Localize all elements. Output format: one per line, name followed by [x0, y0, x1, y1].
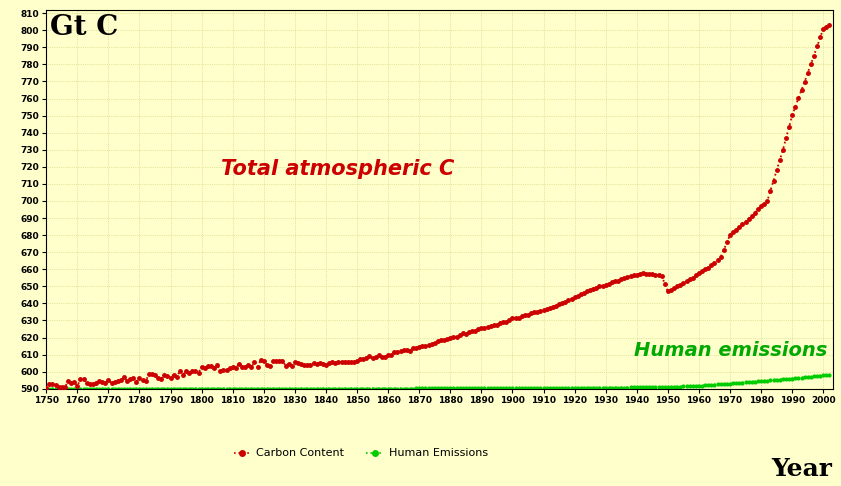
- Human Emissions: [467, 385, 477, 391]
- Text: Gt C: Gt C: [50, 14, 119, 40]
- Carbon Content: [346, 360, 356, 365]
- Carbon Content: [368, 355, 378, 361]
- Carbon Content: [159, 372, 169, 378]
- Human Emissions: [159, 386, 169, 392]
- Carbon Content: [470, 328, 480, 334]
- Human Emissions: [41, 386, 51, 392]
- Carbon Content: [467, 329, 477, 334]
- Legend: Carbon Content, Human Emissions: Carbon Content, Human Emissions: [230, 444, 492, 463]
- Carbon Content: [41, 385, 51, 391]
- Line: Human Emissions: Human Emissions: [45, 373, 831, 390]
- Text: Year: Year: [772, 457, 833, 481]
- Text: Human emissions: Human emissions: [633, 341, 827, 361]
- Carbon Content: [731, 227, 741, 233]
- Carbon Content: [824, 22, 834, 28]
- Human Emissions: [824, 372, 834, 378]
- Line: Carbon Content: Carbon Content: [45, 23, 831, 390]
- Human Emissions: [368, 386, 378, 392]
- Human Emissions: [731, 380, 741, 386]
- Human Emissions: [346, 386, 356, 392]
- Human Emissions: [470, 385, 480, 391]
- Text: Total atmospheric C: Total atmospheric C: [220, 159, 454, 179]
